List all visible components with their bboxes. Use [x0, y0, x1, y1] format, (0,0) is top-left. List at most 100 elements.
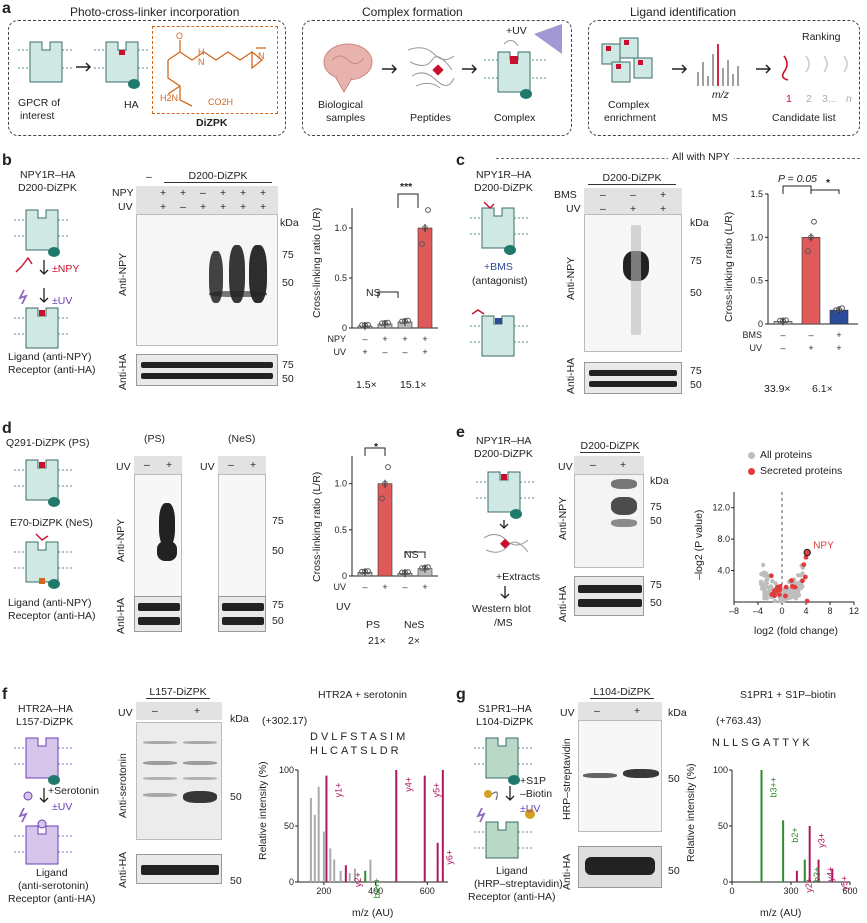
b-kda: kDa [280, 217, 299, 229]
f-receptor: Receptor (anti-HA) [8, 893, 96, 905]
f-schematic [14, 737, 74, 865]
d-ns: NS [404, 549, 419, 561]
e-ylabel: –log2 (P value) [693, 509, 705, 580]
e-blot-ha [574, 576, 644, 616]
data-point [836, 306, 842, 313]
e-anti-npy: Anti-NPY [557, 496, 569, 540]
point-npy [803, 548, 811, 557]
e-xlabel: log2 (fold change) [754, 625, 839, 637]
f-minus: – [152, 705, 158, 717]
data-point [382, 320, 388, 326]
chart-f: 0 50 100 200 400 600 y1+ y2+ b4++ y4+ y5+ y6+ [279, 765, 455, 898]
point-secreted [777, 592, 782, 598]
d-sign-bg1 [134, 456, 182, 474]
b-receptor-schematic [14, 209, 70, 349]
d-blot-ha-ps [134, 596, 182, 632]
e-extracts: +Extracts [496, 571, 541, 583]
d-nes: (NeS) [228, 433, 256, 445]
candidate-icons [781, 55, 848, 81]
row-sign: – [362, 582, 367, 592]
x-tick-label: –8 [729, 606, 739, 616]
point-all [769, 585, 774, 591]
data-point [777, 317, 783, 324]
data-point [385, 319, 391, 326]
complex-uv-icon [484, 24, 562, 99]
b-m75: 75 [282, 249, 294, 261]
b-row-npy: NPY [112, 187, 134, 199]
ion-label: y2+ [353, 872, 363, 887]
f-xlabel: m/z (AU) [352, 907, 394, 919]
legend-all: All proteins [760, 449, 812, 461]
f-anti-sero: Anti-serotonin [117, 753, 129, 818]
g-s1p1: +S1P [520, 775, 546, 787]
data-point [399, 318, 405, 325]
sign-cell: + [240, 187, 247, 199]
e-construct1: NPY1R–HA [476, 435, 532, 447]
g-minus: – [594, 705, 600, 717]
point-all [773, 581, 778, 586]
f-mass: (+302.17) [262, 715, 308, 727]
title-ligand-identification: Ligand identification [630, 5, 737, 19]
arrow-down-icon [500, 586, 510, 599]
c-pval: P = 0.05 [778, 173, 818, 185]
point-secreted [776, 587, 782, 593]
label-bio1: Biological [318, 99, 363, 111]
f-kda: kDa [230, 713, 249, 725]
data-point [362, 568, 368, 575]
row-sign: + [836, 343, 841, 353]
f-title: HTR2A + serotonin [318, 689, 408, 701]
x-tick-label: 600 [420, 886, 435, 896]
e-wb2: /MS [494, 617, 513, 629]
ion-label: y2+ [804, 878, 814, 893]
sign-cell: + [200, 201, 207, 213]
b-anti-npy: Anti-NPY [117, 252, 129, 296]
point-all [760, 562, 766, 568]
ion-label: y4+ [826, 867, 836, 882]
point-all [788, 589, 793, 594]
f-ylabel: Relative intensity (%) [257, 761, 269, 860]
ion-label: y5+ [432, 783, 442, 798]
d-ha75: 75 [272, 599, 284, 611]
label-peptides: Peptides [410, 112, 451, 124]
chem-h: H [198, 47, 205, 57]
rank-2: 2 [806, 93, 812, 105]
c-sign-bg [584, 188, 682, 216]
g-receptor: Receptor (anti-HA) [468, 891, 556, 903]
x-tick-label: 200 [316, 886, 331, 896]
point-secreted [804, 598, 810, 604]
d-sign-bg2 [218, 456, 266, 474]
peptides-icon [407, 47, 455, 89]
data-point [402, 569, 408, 576]
g-header: L104-DiZPK [590, 686, 654, 699]
e-ha75: 75 [650, 579, 662, 591]
f-plus: + [194, 705, 201, 717]
g-construct2: L104-DiZPK [476, 716, 534, 728]
c-construct2: D200-DiZPK [474, 182, 533, 194]
arrow-icon [382, 64, 398, 74]
point-secreted [773, 589, 778, 595]
label-dizpk: DiZPK [196, 117, 228, 129]
label-gpcr2: interest [20, 110, 55, 122]
b-anti-ha: Anti-HA [117, 353, 129, 390]
label-gpcr: GPCR of [18, 97, 61, 109]
sign-cell: + [220, 187, 227, 199]
e-wb1: Western blot [472, 603, 531, 615]
row-sign: – [808, 330, 813, 340]
ion-label: y5+ [839, 876, 849, 891]
sign-cell: + [240, 201, 247, 213]
arrow-icon [76, 62, 92, 72]
row-sign: – [402, 347, 407, 357]
point-all [758, 580, 764, 585]
d-p2: + [250, 459, 257, 471]
g-ligand1: Ligand [496, 865, 528, 877]
g-row-uv: UV [560, 707, 575, 719]
sign-cell: + [160, 201, 167, 213]
d-c2: E70-DiZPK (NeS) [10, 517, 93, 529]
g-sign-bg [578, 702, 662, 720]
data-point [359, 568, 365, 575]
data-point [365, 568, 371, 574]
data-point [425, 564, 431, 571]
b-ligand: Ligand (anti-NPY) [8, 351, 92, 363]
g-blot-ha [578, 846, 662, 888]
sign-cell: + [160, 187, 167, 199]
